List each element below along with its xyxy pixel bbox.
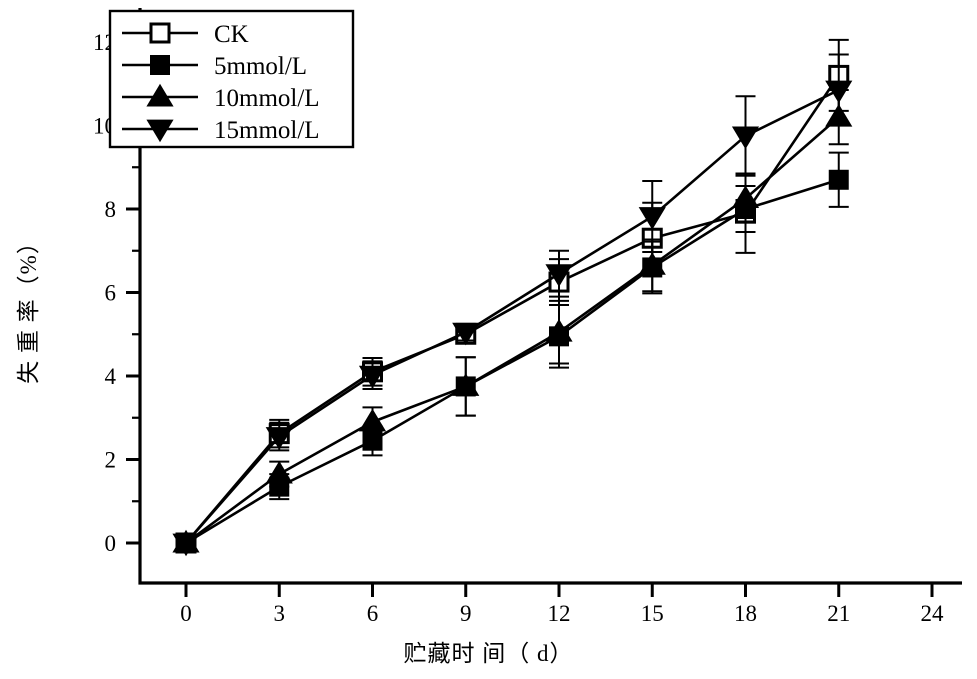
data-point-marker-filled-triangle-up (267, 463, 291, 483)
legend-item-label-1: 5mmol/L (214, 53, 307, 80)
weight-loss-line-chart: 02468101203691215182124 CK5mmol/L10mmol/… (0, 0, 977, 679)
chart-legend: CK 5mmol/L 10mmol/L 15mmol/L (110, 11, 353, 147)
series-5mmol-l (176, 153, 849, 552)
y-axis-label: 失 重 率（%） (16, 230, 41, 384)
x-axis-tick-label: 15 (641, 601, 664, 626)
x-axis-tick-label: 18 (734, 601, 757, 626)
x-axis-tick-label: 24 (921, 601, 945, 626)
series-10mmol-l (174, 90, 850, 551)
data-point-marker-open-square (151, 24, 169, 42)
y-axis-tick-label: 0 (105, 531, 117, 556)
x-axis-label: 贮藏时 间（ d） (0, 634, 977, 668)
legend-marker-open-square (151, 24, 169, 42)
legend-item-label-2: 10mmol/L (214, 85, 320, 112)
x-axis-tick-label: 6 (367, 601, 379, 626)
legend-item-label-0: CK (214, 21, 249, 48)
legend-marker-filled-square (151, 56, 169, 74)
data-point-marker-filled-square (830, 171, 848, 189)
data-point-marker-filled-triangle-up (361, 411, 385, 431)
x-axis-tick-label: 0 (180, 601, 192, 626)
x-axis-tick-label: 12 (548, 601, 571, 626)
x-axis-tick-label: 9 (460, 601, 472, 626)
y-axis-label-wrapper: 失 重 率（%） (9, 197, 43, 417)
x-axis-tick-label: 21 (827, 601, 850, 626)
y-axis-tick-label: 4 (105, 364, 117, 389)
data-point-marker-filled-triangle-down (827, 82, 851, 102)
y-axis-tick-label: 6 (105, 281, 117, 306)
y-axis-tick-label: 8 (105, 197, 117, 222)
chart-figure: 02468101203691215182124 CK5mmol/L10mmol/… (0, 0, 977, 679)
y-axis-tick-label: 2 (105, 448, 117, 473)
data-point-marker-filled-square (151, 56, 169, 74)
legend-item-label-3: 15mmol/L (214, 117, 320, 144)
x-axis-tick-label: 3 (274, 601, 286, 626)
data-point-marker-filled-triangle-down (640, 208, 664, 228)
